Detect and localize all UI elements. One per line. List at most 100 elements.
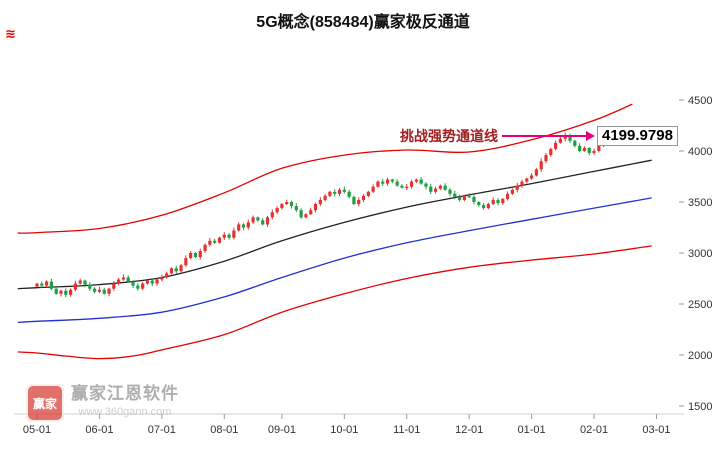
candle-body [165, 273, 169, 278]
candle-body [193, 253, 198, 258]
candle-body [597, 145, 601, 151]
candle-body [477, 202, 481, 206]
candle-body [534, 169, 539, 176]
candle-body [424, 183, 428, 187]
annotation-value: 4199.9798 [597, 126, 678, 146]
candle-body [275, 208, 279, 213]
annotation: 挑战强势通道线 4199.9798 [400, 126, 678, 146]
candle-body [184, 258, 188, 266]
candle-body [241, 224, 246, 228]
candle-body [213, 240, 217, 243]
candle-body [486, 204, 490, 209]
candle-body [270, 212, 274, 218]
candle-body [203, 244, 207, 251]
candle-body [217, 237, 222, 243]
candle-body [525, 178, 529, 182]
candle-body [376, 181, 380, 187]
x-axis-label: 11-01 [393, 424, 420, 436]
candle-body [462, 195, 466, 200]
candle-body [145, 280, 150, 284]
candle-body [69, 289, 73, 295]
candle-body [395, 181, 399, 186]
channel-line-inner-rail-blue [17, 197, 652, 324]
channel-line-lower-rail-red [17, 245, 652, 360]
annotation-label: 挑战强势通道线 [400, 128, 498, 144]
y-axis-label: 2500 [688, 299, 712, 311]
candle-body [390, 179, 394, 182]
x-axis-label: 06-01 [85, 424, 113, 436]
y-axis-label: 4500 [688, 95, 712, 107]
candle-body [117, 279, 121, 284]
candle-body [232, 230, 236, 238]
candle-body [578, 145, 582, 151]
x-axis-label: 02-01 [580, 424, 608, 436]
candle-body [582, 147, 587, 151]
candle-body [112, 283, 116, 289]
candle-body [496, 199, 500, 204]
candle-body [491, 199, 495, 205]
candle-body [472, 196, 476, 202]
candle-body [371, 186, 375, 192]
watermark-text: 赢家江恩软件 www.360gann.com [71, 384, 179, 418]
candle-body [304, 214, 308, 218]
candle-body [141, 283, 145, 289]
x-axis-label: 05-01 [23, 424, 51, 436]
candle-body [78, 280, 82, 284]
candle-body [83, 280, 87, 285]
candle-body [505, 193, 510, 199]
candle-body [409, 181, 414, 187]
candle-body [280, 204, 284, 209]
y-axis-label: 3500 [688, 197, 712, 209]
candle-body [189, 253, 193, 259]
candle-body [414, 179, 418, 182]
candle-body [155, 279, 159, 284]
x-axis-label: 08-01 [210, 424, 238, 436]
candle-body [405, 186, 409, 189]
candle-body [49, 281, 54, 289]
channel-line-life-line-black [17, 159, 652, 290]
candle-body [102, 289, 106, 294]
y-axis-label: 2000 [688, 350, 712, 362]
candle-body [587, 147, 591, 154]
candle-body [318, 199, 322, 205]
x-axis-label: 12-01 [455, 424, 483, 436]
candle-body [568, 135, 572, 141]
x-axis-label: 01-01 [518, 424, 546, 436]
x-axis-label: 09-01 [268, 424, 296, 436]
candle-body [467, 195, 471, 198]
candle-body [208, 240, 212, 245]
candle-body [64, 290, 68, 295]
candle-body [35, 283, 39, 287]
candle-body [88, 284, 92, 289]
y-axis-label: 4000 [688, 146, 712, 158]
candle-body [400, 185, 404, 188]
candle-body [361, 195, 366, 200]
candle-body [160, 277, 164, 280]
annotation-arrow-icon [502, 131, 595, 141]
x-axis-label: 10-01 [330, 424, 358, 436]
candle-body [97, 289, 102, 292]
candle-body [342, 189, 346, 192]
candle-body [285, 202, 289, 205]
candle-body [45, 281, 49, 286]
candle-body [169, 268, 174, 274]
watermark-name: 赢家江恩软件 [71, 384, 179, 403]
candle-body [265, 217, 270, 225]
candle-body [554, 142, 558, 149]
candle-body [448, 189, 452, 194]
candle-body [385, 179, 390, 184]
x-axis-label: 07-01 [148, 424, 176, 436]
candle-body [256, 217, 260, 221]
candle-body [227, 234, 231, 238]
candle-body [328, 191, 332, 196]
candle-body [544, 155, 548, 162]
candle-body [381, 181, 385, 184]
candle-body [131, 281, 135, 286]
candle-body [179, 265, 183, 272]
candle-body [592, 151, 596, 154]
candle-body [198, 250, 202, 258]
candle-body [107, 288, 111, 294]
candle-body [294, 206, 298, 211]
candle-body [299, 210, 303, 218]
winner-logo-text: 赢家 [32, 396, 57, 411]
